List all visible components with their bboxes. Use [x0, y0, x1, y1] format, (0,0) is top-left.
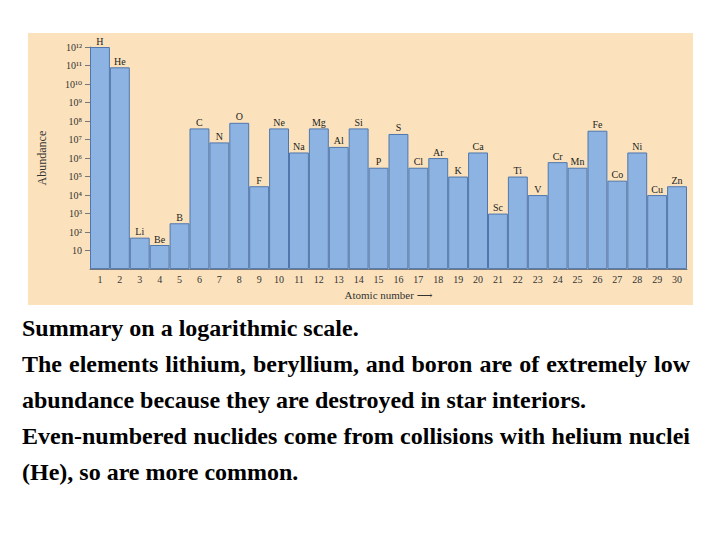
svg-text:Co: Co	[612, 169, 624, 180]
svg-text:4: 4	[157, 274, 162, 285]
svg-text:Ni: Ni	[632, 141, 642, 152]
svg-text:Sc: Sc	[493, 202, 504, 213]
svg-text:24: 24	[553, 274, 563, 285]
svg-text:23: 23	[533, 274, 543, 285]
svg-text:Zn: Zn	[671, 175, 682, 186]
svg-text:Ar: Ar	[433, 147, 444, 158]
svg-text:22: 22	[513, 274, 523, 285]
svg-text:Mn: Mn	[571, 156, 585, 167]
html-text:Even-numbered nuclides come fr: Even-numbered nuclides come from collisi…	[22, 423, 690, 485]
svg-text:Ne: Ne	[273, 117, 285, 128]
svg-text:17: 17	[413, 274, 423, 285]
svg-text:2: 2	[117, 274, 122, 285]
svg-text:14: 14	[354, 274, 364, 285]
svg-text:Cl: Cl	[414, 156, 424, 167]
svg-text:18: 18	[433, 274, 443, 285]
svg-text:V: V	[534, 184, 542, 195]
svg-text:7: 7	[217, 274, 222, 285]
svg-text:10: 10	[274, 274, 284, 285]
svg-text:10¹¹: 10¹¹	[66, 60, 82, 71]
svg-text:1: 1	[97, 274, 102, 285]
svg-text:He: He	[114, 56, 126, 67]
svg-text:P: P	[376, 156, 382, 167]
svg-text:10²: 10²	[69, 227, 82, 238]
svg-text:19: 19	[453, 274, 463, 285]
svg-text:6: 6	[197, 274, 202, 285]
svg-text:15: 15	[374, 274, 384, 285]
svg-text:10³: 10³	[69, 208, 82, 219]
svg-text:Si: Si	[354, 117, 363, 128]
svg-text:S: S	[396, 122, 402, 133]
svg-text:10¹⁰: 10¹⁰	[65, 79, 82, 90]
svg-text:Be: Be	[154, 234, 166, 245]
svg-text:28: 28	[632, 274, 642, 285]
svg-text:Cr: Cr	[553, 151, 564, 162]
svg-text:10⁴: 10⁴	[69, 190, 83, 201]
svg-text:16: 16	[393, 274, 403, 285]
svg-text:21: 21	[493, 274, 503, 285]
svg-text:29: 29	[652, 274, 662, 285]
svg-text:10¹²: 10¹²	[66, 42, 82, 53]
svg-text:26: 26	[592, 274, 602, 285]
svg-text:30: 30	[672, 274, 682, 285]
svg-text:Al: Al	[334, 135, 344, 146]
svg-text:12: 12	[314, 274, 324, 285]
svg-text:10⁵: 10⁵	[69, 171, 83, 182]
svg-text:K: K	[455, 165, 463, 176]
svg-text:Fe: Fe	[592, 119, 603, 130]
svg-text:Ca: Ca	[472, 141, 484, 152]
svg-text:27: 27	[612, 274, 622, 285]
html-text:The elements lithium, berylliu: The elements lithium, beryllium, and bor…	[22, 351, 690, 413]
svg-text:10⁹: 10⁹	[69, 97, 83, 108]
svg-text:8: 8	[237, 274, 242, 285]
svg-text:3: 3	[137, 274, 142, 285]
svg-text:H: H	[96, 36, 103, 47]
svg-text:10: 10	[72, 245, 82, 256]
svg-text:Abundance: Abundance	[35, 131, 49, 186]
svg-text:Mg: Mg	[312, 117, 326, 128]
svg-text:13: 13	[334, 274, 344, 285]
svg-text:F: F	[256, 175, 262, 186]
svg-text:Atomic number ⟶: Atomic number ⟶	[345, 289, 433, 301]
svg-text:10⁶: 10⁶	[69, 153, 83, 164]
svg-text:10⁸: 10⁸	[69, 116, 83, 127]
svg-text:N: N	[216, 131, 223, 142]
svg-text:C: C	[196, 117, 203, 128]
svg-text:Ti: Ti	[514, 165, 523, 176]
svg-text:Li: Li	[135, 226, 144, 237]
svg-text:Na: Na	[293, 141, 305, 152]
svg-text:9: 9	[257, 274, 262, 285]
svg-text:B: B	[176, 212, 183, 223]
svg-text:10⁷: 10⁷	[69, 134, 83, 145]
html-text:Summary on a logarithmic scale: Summary on a logarithmic scale.	[22, 315, 359, 341]
svg-text:20: 20	[473, 274, 483, 285]
svg-text:Cu: Cu	[651, 184, 663, 195]
svg-text:11: 11	[294, 274, 304, 285]
svg-text:5: 5	[177, 274, 182, 285]
svg-text:25: 25	[573, 274, 583, 285]
svg-text:O: O	[236, 111, 243, 122]
